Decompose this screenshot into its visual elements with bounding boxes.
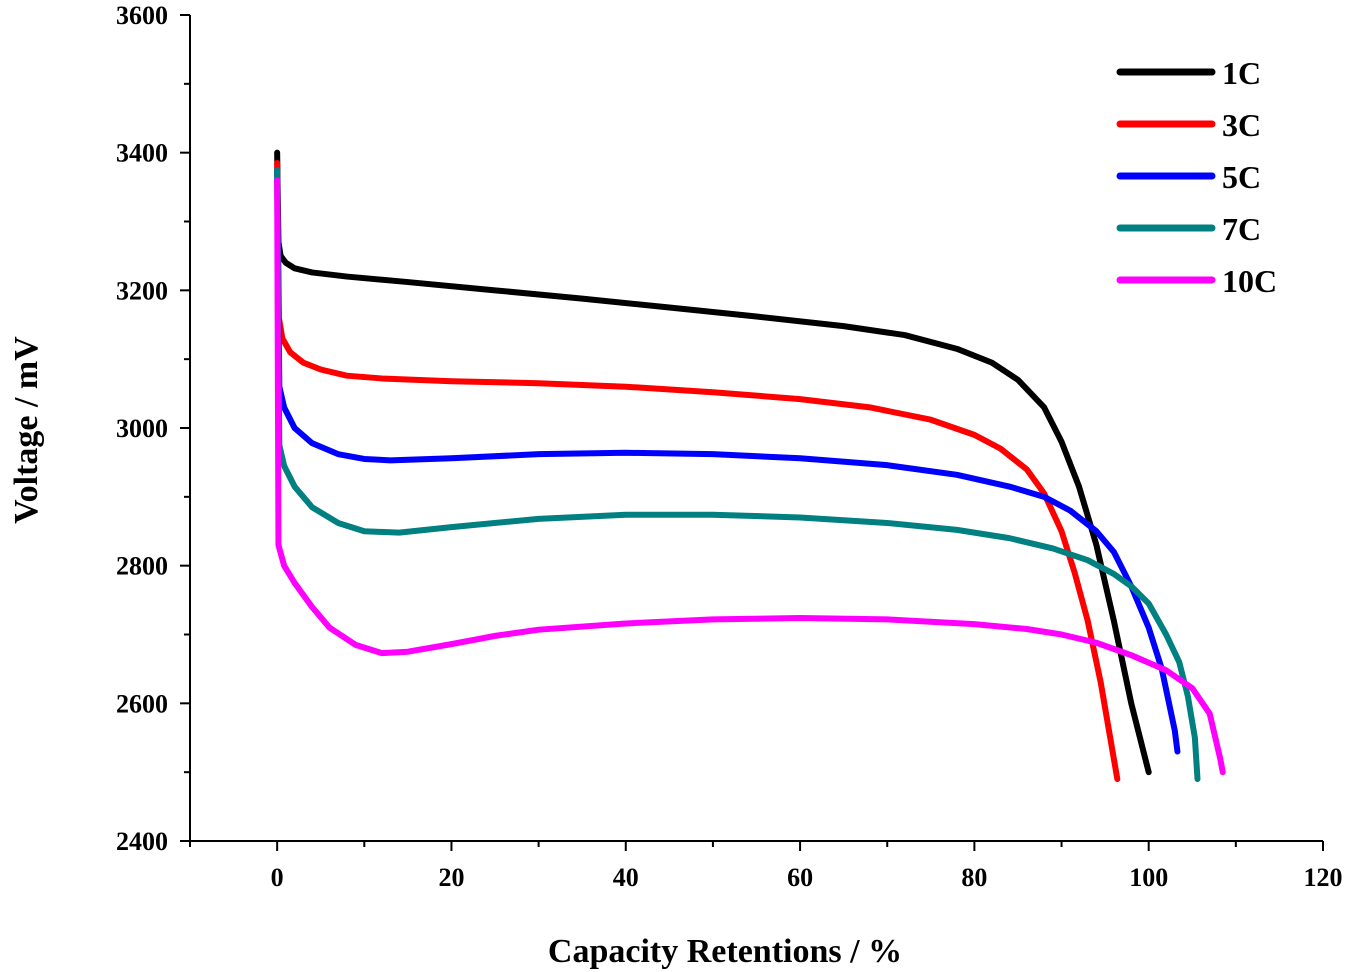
- series-line-10c: [274, 177, 1226, 776]
- y-tick-label: 2600: [116, 689, 168, 718]
- x-tick-label: 120: [1304, 863, 1343, 892]
- series-line-5c: [274, 166, 1181, 755]
- x-tick-label: 20: [438, 863, 464, 892]
- x-axis-title: Capacity Retentions / %: [548, 933, 902, 970]
- series-line-1c: [274, 149, 1152, 776]
- y-axis-title: Voltage / mV: [8, 336, 45, 524]
- legend-label-5c: 5C: [1222, 159, 1261, 195]
- x-tick-label: 0: [271, 863, 284, 892]
- legend-label-1c: 1C: [1222, 55, 1261, 91]
- series-layer: [274, 149, 1226, 783]
- series-line-3c: [274, 159, 1121, 783]
- y-tick-label: 3400: [116, 139, 168, 168]
- axes: 0 20 40 60 80 100 120 2400 2600 2800 3000 3200 3400 3…: [116, 1, 1343, 892]
- series-line-7c: [274, 166, 1201, 783]
- y-tick-label: 3200: [116, 276, 168, 305]
- x-tick-label: 80: [961, 863, 987, 892]
- legend: 1C 3C 5C 7C 10C: [1116, 55, 1277, 299]
- legend-label-10c: 10C: [1222, 263, 1277, 299]
- x-tick-label: 40: [613, 863, 639, 892]
- y-tick-label: 3600: [116, 1, 168, 30]
- legend-label-3c: 3C: [1222, 107, 1261, 143]
- legend-label-7c: 7C: [1222, 211, 1261, 247]
- x-tick-label: 60: [787, 863, 813, 892]
- x-tick-label: 100: [1129, 863, 1168, 892]
- y-tick-label: 2400: [116, 827, 168, 856]
- y-tick-label: 2800: [116, 552, 168, 581]
- y-tick-label: 3000: [116, 414, 168, 443]
